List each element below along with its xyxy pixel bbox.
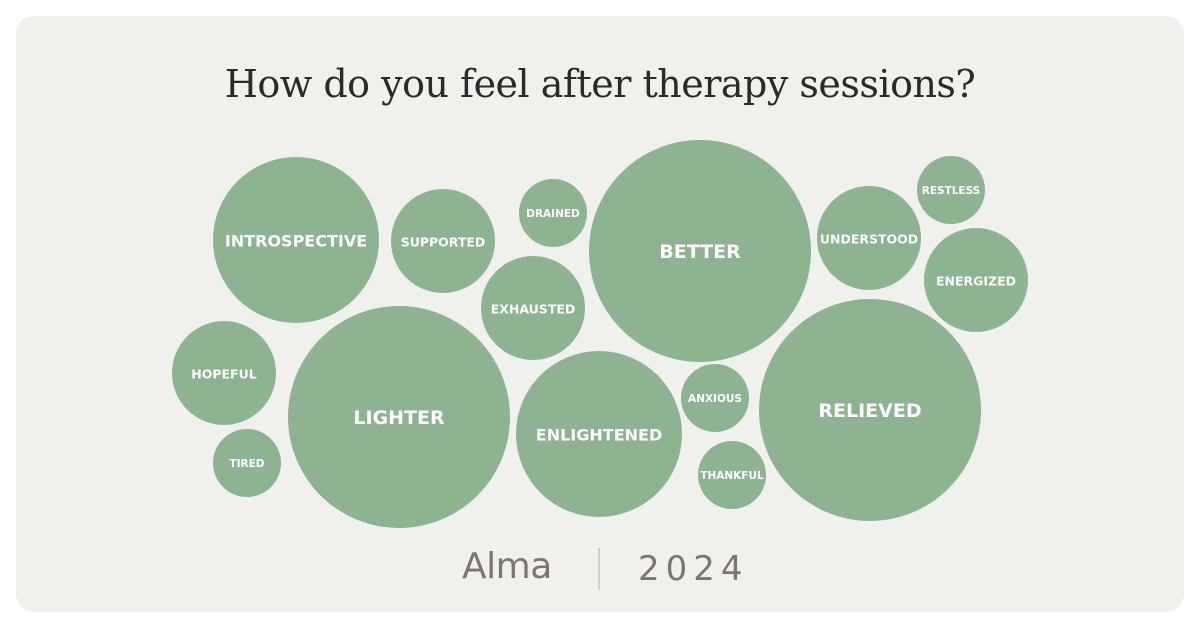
footer-year: 2024 [638, 549, 749, 589]
bubble-anxious [681, 364, 749, 432]
bubble-hopeful [172, 321, 276, 425]
bubble-label-supported: SUPPORTED [401, 235, 486, 250]
bubble-label-drained: DRAINED [526, 208, 580, 220]
brand-logo: Alma [462, 546, 552, 587]
chart-title: How do you feel after therapy sessions? [224, 62, 976, 106]
bubble-drained [519, 179, 587, 247]
bubble-thankful [698, 441, 766, 509]
bubble-label-thankful: THANKFUL [700, 470, 764, 482]
bubble-lighter [288, 306, 510, 528]
bubble-label-anxious: ANXIOUS [688, 393, 742, 405]
bubble-introspective [213, 157, 379, 323]
bubble-understood [817, 186, 921, 290]
bubble-label-lighter: LIGHTER [353, 407, 445, 429]
bubble-label-relieved: RELIEVED [818, 400, 921, 422]
bubble-better [589, 140, 811, 362]
bubble-label-tired: TIRED [229, 458, 264, 470]
bubble-label-enlightened: ENLIGHTENED [536, 426, 662, 445]
bubble-label-introspective: INTROSPECTIVE [225, 232, 367, 251]
bubble-label-restless: RESTLESS [922, 185, 981, 197]
bubble-exhausted [481, 256, 585, 360]
bubble-label-energized: ENERGIZED [936, 274, 1016, 289]
bubble-supported [391, 189, 495, 293]
bubble-label-exhausted: EXHAUSTED [491, 302, 576, 317]
bubble-relieved [759, 299, 981, 521]
bubble-label-understood: UNDERSTOOD [820, 232, 918, 247]
bubble-label-better: BETTER [659, 241, 741, 263]
footer-divider [598, 548, 600, 590]
bubble-tired [213, 429, 281, 497]
bubble-label-hopeful: HOPEFUL [191, 367, 256, 382]
bubble-energized [924, 228, 1028, 332]
bubble-restless [917, 156, 985, 224]
bubble-enlightened [516, 351, 682, 517]
